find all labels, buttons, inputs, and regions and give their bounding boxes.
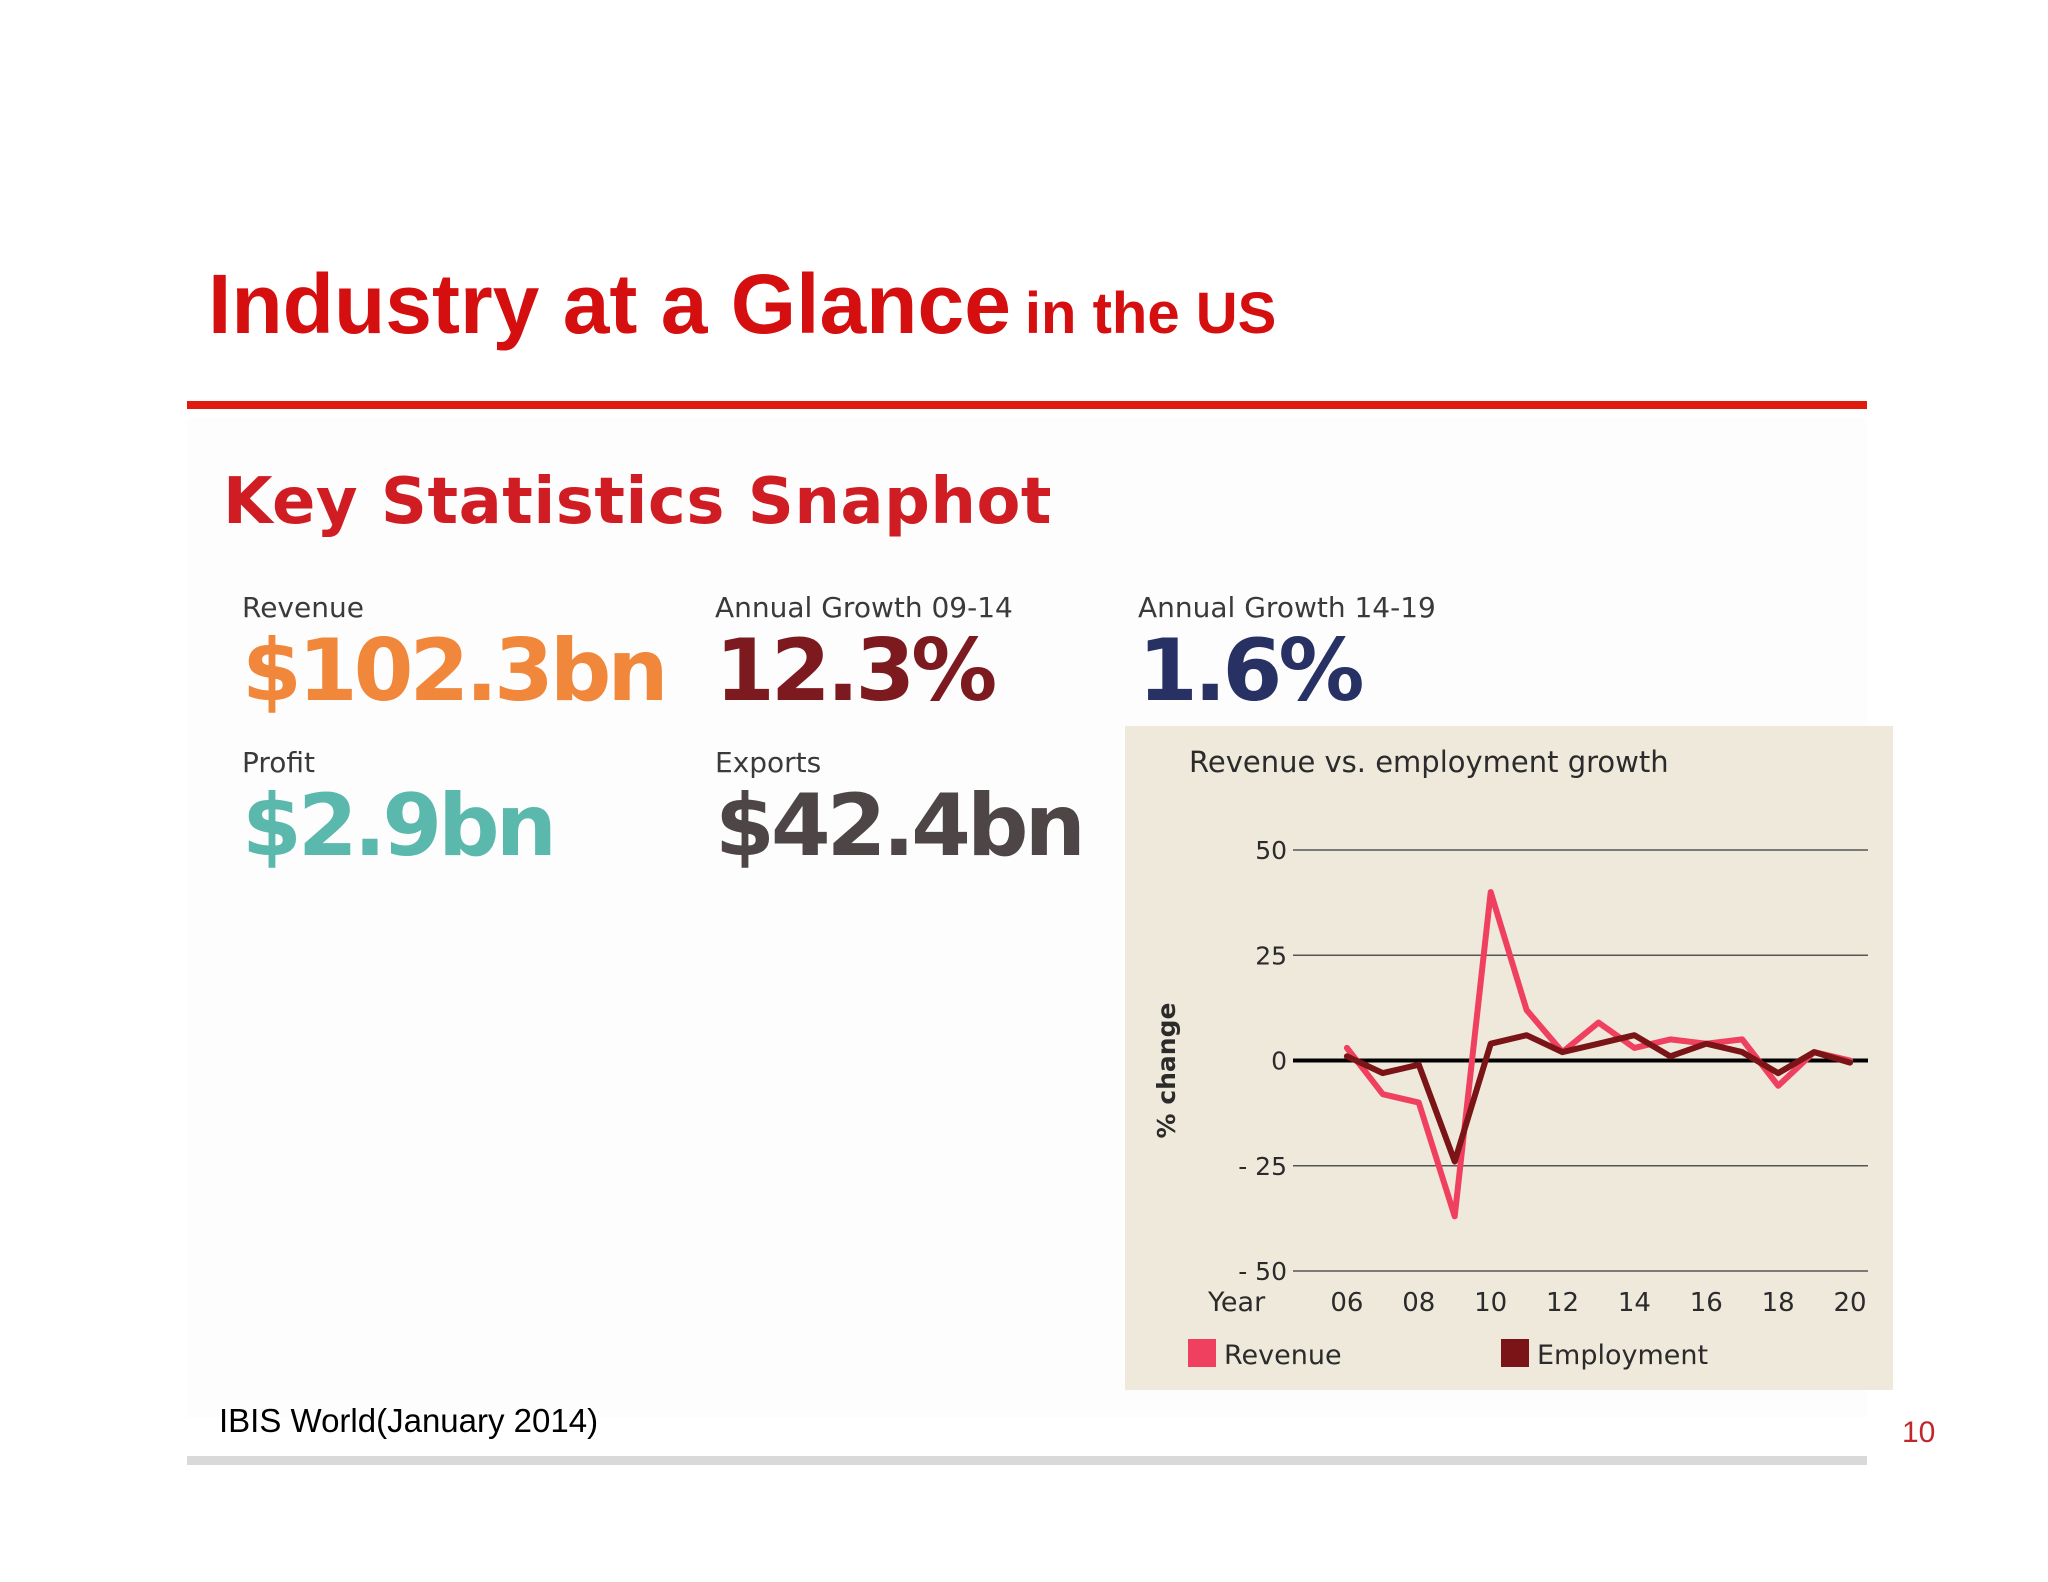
stat-label: Exports [715,746,822,779]
stat-value: 12.3% [715,621,997,721]
stat-label: Annual Growth 09-14 [715,591,1013,624]
growth-chart-svg: Revenue vs. employment growth % change Y… [1152,745,1868,1371]
stat-label: Profit [242,746,316,779]
stat-profit: Profit $2.9bn [242,746,557,876]
title-divider [187,401,1867,409]
y-tick-label: - 50 [1238,1257,1287,1286]
page-number: 10 [1902,1416,1936,1449]
legend-swatch-employment [1501,1339,1529,1367]
y-tick-label: 50 [1255,836,1287,865]
stat-revenue: Revenue $102.3bn [242,591,669,721]
slide-subtitle: in the US [1024,281,1277,346]
footer-divider [187,1456,1867,1465]
slide-title-main: Industry at a Glance [208,257,1011,351]
x-tick-label: 10 [1474,1288,1507,1318]
legend-label-revenue: Revenue [1224,1340,1342,1371]
x-tick-label: 18 [1762,1288,1795,1318]
stat-value: 1.6% [1138,621,1365,721]
x-tick-label: 20 [1833,1288,1866,1318]
x-axis-label: Year [1207,1287,1266,1318]
x-tick-label: 06 [1330,1288,1363,1318]
x-tick-label: 16 [1690,1288,1723,1318]
stat-value: $2.9bn [242,776,557,876]
stat-label: Revenue [242,591,364,624]
source-citation: IBIS World(January 2014) [219,1402,599,1439]
growth-chart: Revenue vs. employment growth % change Y… [1125,726,1893,1390]
stat-label: Annual Growth 14-19 [1138,591,1436,624]
snapshot-heading: Key Statistics Snaphot [223,465,1052,539]
x-tick-label: 08 [1402,1288,1435,1318]
y-tick-label: 25 [1255,941,1287,970]
series-line-employment [1343,1032,1853,1165]
stat-exports: Exports $42.4bn [715,746,1086,876]
series-line-revenue [1343,889,1853,1220]
x-tick-label: 14 [1618,1288,1651,1318]
chart-title: Revenue vs. employment growth [1189,745,1669,779]
y-axis-label: % change [1152,1003,1181,1139]
legend-swatch-revenue [1188,1339,1216,1367]
stat-annual-growth-09-14: Annual Growth 09-14 12.3% [715,591,1013,721]
stat-value: $42.4bn [715,776,1086,876]
legend-label-employment: Employment [1537,1340,1708,1371]
slide-title: Industry at a Glance in the US [208,262,1276,346]
x-tick-label: 12 [1546,1288,1579,1318]
y-tick-label: 0 [1271,1047,1287,1076]
stat-value: $102.3bn [242,621,669,721]
stat-annual-growth-14-19: Annual Growth 14-19 1.6% [1138,591,1436,721]
y-tick-label: - 25 [1238,1152,1287,1181]
